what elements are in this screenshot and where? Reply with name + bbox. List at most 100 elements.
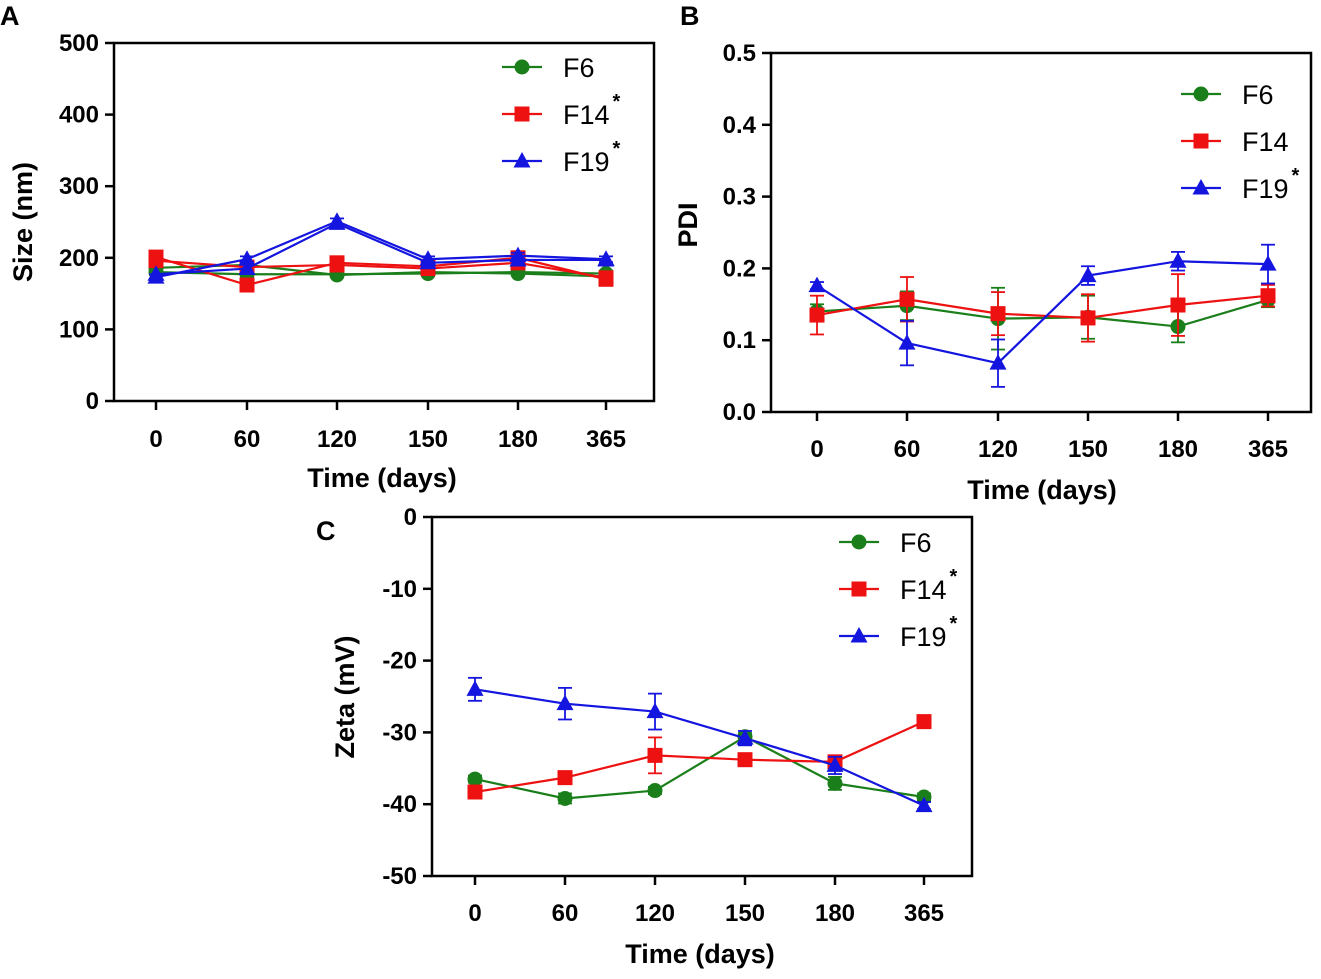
panel-b-legend-marker bbox=[1192, 179, 1210, 195]
panel-b-plot-frame bbox=[769, 51, 1313, 414]
panel-b-x-tick-label: 120 bbox=[978, 436, 1018, 463]
panel-b-f14-data-point bbox=[1260, 288, 1276, 304]
panel-c-f6-data-point bbox=[827, 775, 843, 791]
panel-b-f14-data-point bbox=[899, 291, 915, 307]
panel-c-f6-data-point bbox=[647, 783, 663, 799]
panel-c-legend-marker bbox=[850, 627, 868, 643]
panel-c-x-tick-label: 60 bbox=[552, 900, 579, 927]
panel-a-f19-data-point bbox=[419, 250, 437, 266]
panel-b-legend-significance-mark: * bbox=[1292, 165, 1300, 187]
panel-c-y-tick-label: -50 bbox=[382, 863, 417, 890]
panel-b-x-tick-label: 0 bbox=[810, 436, 823, 463]
panel-c-legend-label: F19 bbox=[900, 622, 947, 652]
panel-b-f19-data-point bbox=[1259, 255, 1277, 271]
panel-b: B Time (days) PDI 0.0 0.1 0.2 0.3 0.4 0.5 0 60 1… bbox=[673, 1, 1313, 505]
panel-b-series-f19 bbox=[808, 243, 1277, 388]
panel-b-legend-label: F19 bbox=[1242, 174, 1289, 204]
panel-a-f19-replicate-point bbox=[238, 259, 256, 276]
panel-b-y-tick-label: 0.1 bbox=[723, 327, 756, 354]
panel-b-y-tick-label: 0.0 bbox=[723, 399, 756, 426]
panel-b-f19-data-point bbox=[1079, 266, 1097, 283]
panel-a-legend-marker bbox=[514, 106, 530, 122]
panel-b-f14-data-point bbox=[809, 307, 825, 323]
panel-c-f19-data-point bbox=[556, 694, 574, 711]
panel-a-x-tick-label: 0 bbox=[149, 426, 162, 453]
panel-b-f19-line bbox=[816, 260, 1269, 365]
panel-a-f19-data-point bbox=[328, 212, 346, 228]
panel-a-f19-data-point bbox=[597, 250, 615, 266]
panel-b-legend-label: F6 bbox=[1242, 80, 1274, 110]
panel-b-legend-item-f19: F19 * bbox=[1181, 165, 1300, 204]
panel-c-series-f19 bbox=[466, 676, 933, 813]
panel-b-x-tick-label: 150 bbox=[1068, 436, 1108, 463]
panel-b-x-tick-label: 60 bbox=[894, 436, 921, 463]
panel-b-ticks: 0.0 0.1 0.2 0.3 0.4 0.5 0 60 120 150 180 365 bbox=[723, 40, 1288, 463]
panel-b-legend: F6 F14 F19 * bbox=[1181, 80, 1300, 204]
panel-c-f19-data-point bbox=[915, 796, 933, 813]
panel-a-x-tick-label: 150 bbox=[408, 426, 448, 453]
panel-c-plot-frame bbox=[430, 515, 974, 878]
panel-a: A Time (days) Size (nm) 0 100 200 300 400 500… bbox=[0, 1, 656, 493]
panel-c-f19-data-point bbox=[646, 702, 664, 719]
panel-a-series-layer bbox=[147, 212, 615, 293]
panel-c-letter: C bbox=[316, 516, 336, 546]
panel-c-f14-data-point bbox=[916, 714, 932, 730]
panel-b-y-tick-label: 0.4 bbox=[723, 112, 757, 139]
panel-c-x-tick-label: 0 bbox=[468, 900, 481, 927]
panel-b-letter: B bbox=[680, 1, 700, 31]
panel-a-f19-line bbox=[155, 220, 607, 279]
panel-b-f19-data-point bbox=[989, 354, 1007, 370]
panel-c-legend-label: F14 bbox=[900, 575, 947, 605]
panel-a-y-tick-label: 500 bbox=[59, 30, 99, 57]
panel-a-legend-label: F19 bbox=[563, 147, 610, 177]
panel-a-y-tick-label: 200 bbox=[59, 245, 99, 272]
panel-c-f6-data-point bbox=[557, 790, 573, 806]
panel-a-legend-item-f6: F6 bbox=[502, 53, 595, 83]
panel-b-legend-item-f6: F6 bbox=[1181, 80, 1274, 110]
panel-c-legend-item-f19: F19 * bbox=[839, 613, 958, 652]
panel-b-series-f14 bbox=[809, 273, 1276, 343]
panel-b-y-tick-label: 0.2 bbox=[723, 255, 756, 282]
panel-a-f14-data-point bbox=[239, 277, 255, 293]
panel-a-y-axis-title: Size (nm) bbox=[8, 162, 38, 282]
panel-a-plot-frame bbox=[112, 41, 656, 403]
panel-a-f6-line bbox=[155, 271, 607, 276]
panel-a-f19-data-point bbox=[509, 246, 527, 263]
panel-b-f14-line bbox=[816, 294, 1269, 320]
panel-b-series-layer bbox=[808, 243, 1277, 388]
panel-b-y-tick-label: 0.3 bbox=[723, 184, 756, 211]
panel-b-f14-data-point bbox=[1170, 297, 1186, 313]
panel-c-f14-data-point bbox=[557, 770, 573, 786]
panel-b-f19-data-point bbox=[808, 276, 826, 293]
panel-a-f14-line bbox=[155, 256, 607, 287]
panel-c-x-axis-title: Time (days) bbox=[625, 939, 775, 969]
panel-a-legend-label: F6 bbox=[563, 53, 595, 83]
panel-c-y-tick-label: -40 bbox=[382, 791, 417, 818]
panel-b-x-tick-label: 180 bbox=[1158, 436, 1198, 463]
panel-b-legend-item-f14: F14 bbox=[1181, 127, 1289, 157]
panel-c-y-tick-label: -30 bbox=[382, 719, 417, 746]
panel-a-f19-replicate-line bbox=[155, 222, 606, 276]
panel-c-y-tick-label: -20 bbox=[382, 648, 417, 675]
panel-a-x-tick-label: 180 bbox=[498, 426, 538, 453]
panel-c-legend-significance-mark: * bbox=[950, 613, 958, 635]
panel-c-ticks: -50 -40 -30 -20 -10 0 0 60 120 150 180 365 bbox=[382, 504, 944, 927]
panel-b-f14-data-point bbox=[990, 306, 1006, 322]
panel-c-series-f6 bbox=[467, 729, 932, 806]
panel-c-f19-data-point bbox=[826, 756, 844, 772]
panel-b-f19-data-point bbox=[1169, 252, 1187, 268]
panel-a-f19-data-point bbox=[147, 268, 165, 284]
panel-b-y-tick-label: 0.5 bbox=[723, 40, 756, 67]
panel-a-f19-data-point bbox=[238, 250, 256, 266]
panel-c: C Time (days) Zeta (mV) -50 -40 -30 -20 -10 0… bbox=[316, 504, 974, 969]
panel-b-f19-data-point bbox=[898, 334, 916, 350]
panel-b-legend-label: F14 bbox=[1242, 127, 1289, 157]
panel-a-x-tick-label: 120 bbox=[317, 426, 357, 453]
panel-c-f14-data-point bbox=[467, 784, 483, 800]
panel-a-legend-significance-mark: * bbox=[613, 91, 621, 113]
panel-a-legend-item-f19: F19 * bbox=[502, 138, 621, 177]
panel-c-y-axis-title: Zeta (mV) bbox=[330, 635, 360, 758]
